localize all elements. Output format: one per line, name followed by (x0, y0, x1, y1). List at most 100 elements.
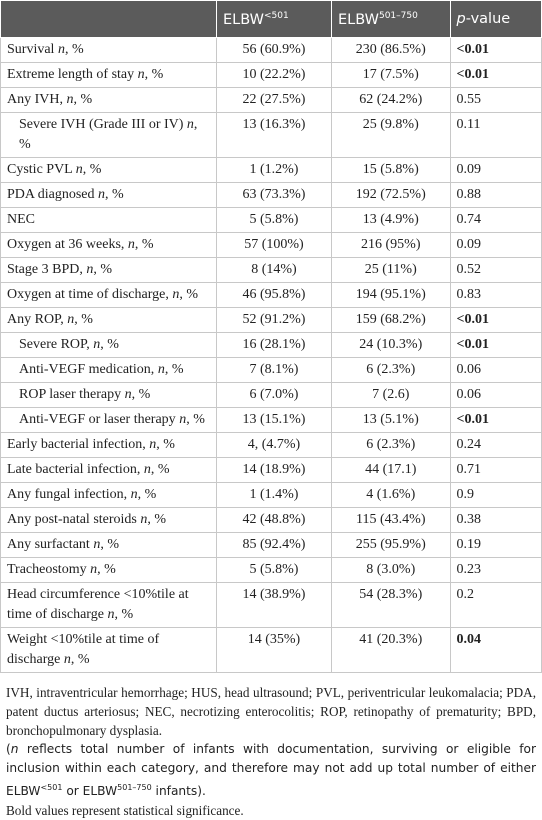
cell: 54 (28.3%) (330, 582, 451, 628)
cell: 0.74 (449, 207, 542, 233)
italic-text: n (75, 162, 83, 177)
cell: 13 (4.9%) (330, 207, 451, 233)
text: ELBW (337, 11, 379, 28)
text: , % (134, 237, 154, 252)
table-row: Any post-natal steroids n, % 42 (48.8%) 11… (0, 507, 542, 533)
text: , % (131, 387, 151, 402)
row-label: Oxygen at time of discharge, n, % (0, 282, 217, 308)
text: Weight <10%tile at time of discharge (7, 632, 160, 667)
cell: 0.11 (449, 112, 542, 158)
text: Survival (7, 42, 58, 57)
italic-text: n (86, 262, 94, 277)
row-label: Extreme length of stay n, % (0, 62, 217, 88)
superscript: <501 (263, 10, 289, 21)
text: Any IVH, (7, 92, 67, 107)
cell: 7 (2.6) (330, 382, 451, 408)
table-row: Late bacterial infection, n, % 14 (18.9%)… (0, 457, 542, 483)
text: or ELBW (62, 784, 118, 799)
italic-text: n (66, 92, 74, 107)
text: Anti-VEGF or laser therapy (19, 412, 180, 427)
cell: 56 (60.9%) (215, 37, 332, 63)
text: , % (179, 287, 199, 302)
table-row: Extreme length of stay n, % 10 (22.2%) 17 … (0, 62, 542, 88)
cell: 0.88 (449, 182, 542, 208)
text: , % (70, 652, 90, 667)
table-row: Tracheostomy n, % 5 (5.8%) 8 (3.0%) 0.23 (0, 557, 542, 583)
cell: 17 (7.5%) (330, 62, 451, 88)
cell: 14 (18.9%) (215, 457, 332, 483)
table-row: ROP laser therapy n, % 6 (7.0%) 7 (2.6) 0.0… (0, 382, 542, 408)
table-row: Any surfactant n, % 85 (92.4%) 255 (95.9%)… (0, 532, 542, 558)
cell: 7 (8.1%) (215, 357, 332, 383)
row-label: PDA diagnosed n, % (0, 182, 217, 208)
text: , % (64, 42, 84, 57)
cell: 44 (17.1) (330, 457, 451, 483)
text: , % (100, 537, 119, 552)
table-row: Severe ROP, n, % 16 (28.1%) 24 (10.3%) <0.0… (0, 332, 542, 358)
cell: 255 (95.9%) (330, 532, 451, 558)
cell: 63 (73.3%) (215, 182, 332, 208)
text: , % (73, 92, 93, 107)
cell: 5 (5.8%) (215, 207, 332, 233)
table-row: Anti-VEGF or laser therapy n, % 13 (15.1%… (0, 407, 542, 433)
row-label: Any surfactant n, % (0, 532, 217, 558)
text: Any post-natal steroids (7, 512, 141, 527)
italic-text: n (186, 117, 194, 132)
cell: 115 (43.4%) (330, 507, 451, 533)
cell: 4, (4.7%) (215, 432, 332, 458)
table-row: Oxygen at time of discharge, n, % 46 (95.… (0, 282, 542, 308)
text: , % (147, 512, 167, 527)
cell: 24 (10.3%) (330, 332, 451, 358)
row-label: ROP laser therapy n, % (0, 382, 217, 408)
cell: 13 (16.3%) (215, 112, 332, 158)
text: , % (97, 562, 116, 577)
text: Stage 3 BPD, (7, 262, 87, 277)
italic-text: n (130, 487, 138, 502)
italic-text: p (456, 11, 466, 27)
cell: 230 (86.5%) (330, 37, 451, 63)
superscript: 501–750 (378, 10, 418, 21)
cell: 0.09 (449, 157, 542, 183)
text: Severe IVH (Grade III or IV) (19, 117, 187, 132)
cell: 0.38 (449, 507, 542, 533)
italic-text: n (127, 237, 135, 252)
cell: 194 (95.1%) (330, 282, 451, 308)
row-label: NEC (0, 207, 217, 233)
cell: 6 (2.3%) (330, 357, 451, 383)
italic-text: n (124, 387, 132, 402)
cell: 52 (91.2%) (215, 307, 332, 333)
cell: 62 (24.2%) (330, 87, 451, 113)
table-row: Severe IVH (Grade III or IV) n, % 13 (16.… (0, 112, 542, 158)
table-row: Survival n, % 56 (60.9%) 230 (86.5%) <0.01 (0, 37, 542, 63)
text: Any fungal infection, (7, 487, 131, 502)
row-label: Head circumference <10%tile at time of d… (0, 582, 217, 628)
column-header: ELBW<501 (215, 0, 332, 38)
italic-text: n (98, 187, 105, 202)
results-table: ELBW<501 ELBW501–750 p-value Survival n, % 5… (0, 0, 542, 673)
cell: <0.01 (449, 332, 542, 358)
text: , % (82, 162, 102, 177)
text: , % (137, 487, 157, 502)
superscript: 501–750 (117, 783, 152, 792)
cell: 6 (2.3%) (330, 432, 451, 458)
cell: 0.2 (449, 582, 542, 628)
text: , % (100, 337, 119, 352)
text: ROP laser therapy (19, 387, 125, 402)
text: , % (186, 412, 205, 427)
cell: 15 (5.8%) (330, 157, 451, 183)
cell: 57 (100%) (215, 232, 332, 258)
cell: 0.04 (449, 627, 542, 673)
text: PDA diagnosed (7, 187, 98, 202)
column-header (0, 0, 217, 38)
table-row: PDA diagnosed n, % 63 (73.3%) 192 (72.5%) 0… (0, 182, 542, 208)
text: , % (114, 607, 134, 622)
row-label: Late bacterial infection, n, % (0, 457, 217, 483)
italic-text: n (157, 362, 165, 377)
cell: 0.19 (449, 532, 542, 558)
row-label: Weight <10%tile at time of discharge n, … (0, 627, 217, 673)
row-label: Any IVH, n, % (0, 87, 217, 113)
cell: 0.09 (449, 232, 542, 258)
text: ELBW (222, 11, 264, 28)
cell: 25 (11%) (330, 257, 451, 283)
cell: 41 (20.3%) (330, 627, 451, 673)
